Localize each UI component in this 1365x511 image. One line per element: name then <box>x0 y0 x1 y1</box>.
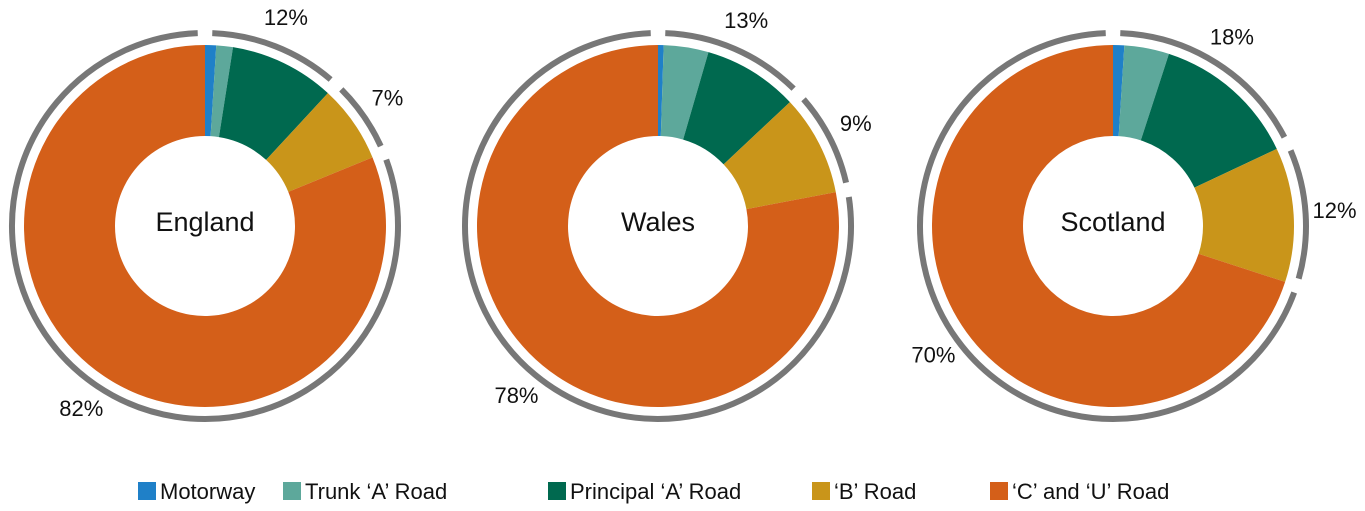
group-arc <box>339 87 384 148</box>
pie-segment <box>1194 148 1294 282</box>
group-arc <box>462 30 854 422</box>
center-label: Wales <box>621 207 695 237</box>
group-label: 82% <box>59 396 103 421</box>
group-label: 70% <box>911 342 955 367</box>
group-arc <box>801 97 850 184</box>
group-label: 7% <box>372 85 404 110</box>
legend-swatch <box>812 482 830 500</box>
pie-segment <box>683 52 790 165</box>
center-label: England <box>155 207 254 237</box>
group-label: 13% <box>724 8 768 33</box>
group-arc <box>917 30 1297 422</box>
legend-swatch <box>283 482 301 500</box>
pie-segment <box>210 45 234 138</box>
center-label: Scotland <box>1060 207 1165 237</box>
pie-segment <box>218 47 328 160</box>
legend-label: ‘C’ and ‘U’ Road <box>1012 479 1169 504</box>
legend-label: Trunk ‘A’ Road <box>305 479 447 504</box>
legend-label: Principal ‘A’ Road <box>570 479 741 504</box>
group-label: 18% <box>1210 24 1254 49</box>
group-arc <box>1120 30 1288 139</box>
pie-segment <box>205 45 217 137</box>
group-arc <box>1287 149 1309 280</box>
pie-segment <box>24 45 387 407</box>
group-label: 12% <box>1313 198 1357 223</box>
legend-label: Motorway <box>160 479 255 504</box>
pie-segment <box>1118 45 1169 141</box>
group-arc <box>212 30 333 82</box>
pie-segment <box>477 45 839 407</box>
group-label: 78% <box>494 383 538 408</box>
pie-segment <box>266 93 373 192</box>
legend-swatch <box>548 482 566 500</box>
pie-segment <box>932 45 1286 408</box>
group-label: 9% <box>840 111 872 136</box>
pie-segment <box>658 45 664 137</box>
pie-segment <box>723 102 836 210</box>
group-label: 12% <box>264 5 308 30</box>
pie-segment <box>1140 53 1277 188</box>
group-arc <box>665 30 796 91</box>
group-arc <box>9 30 401 422</box>
pie-segment <box>660 45 709 140</box>
legend-swatch <box>990 482 1008 500</box>
legend-label: ‘B’ Road <box>834 479 916 504</box>
legend-swatch <box>138 482 156 500</box>
pie-segment <box>1113 45 1125 137</box>
